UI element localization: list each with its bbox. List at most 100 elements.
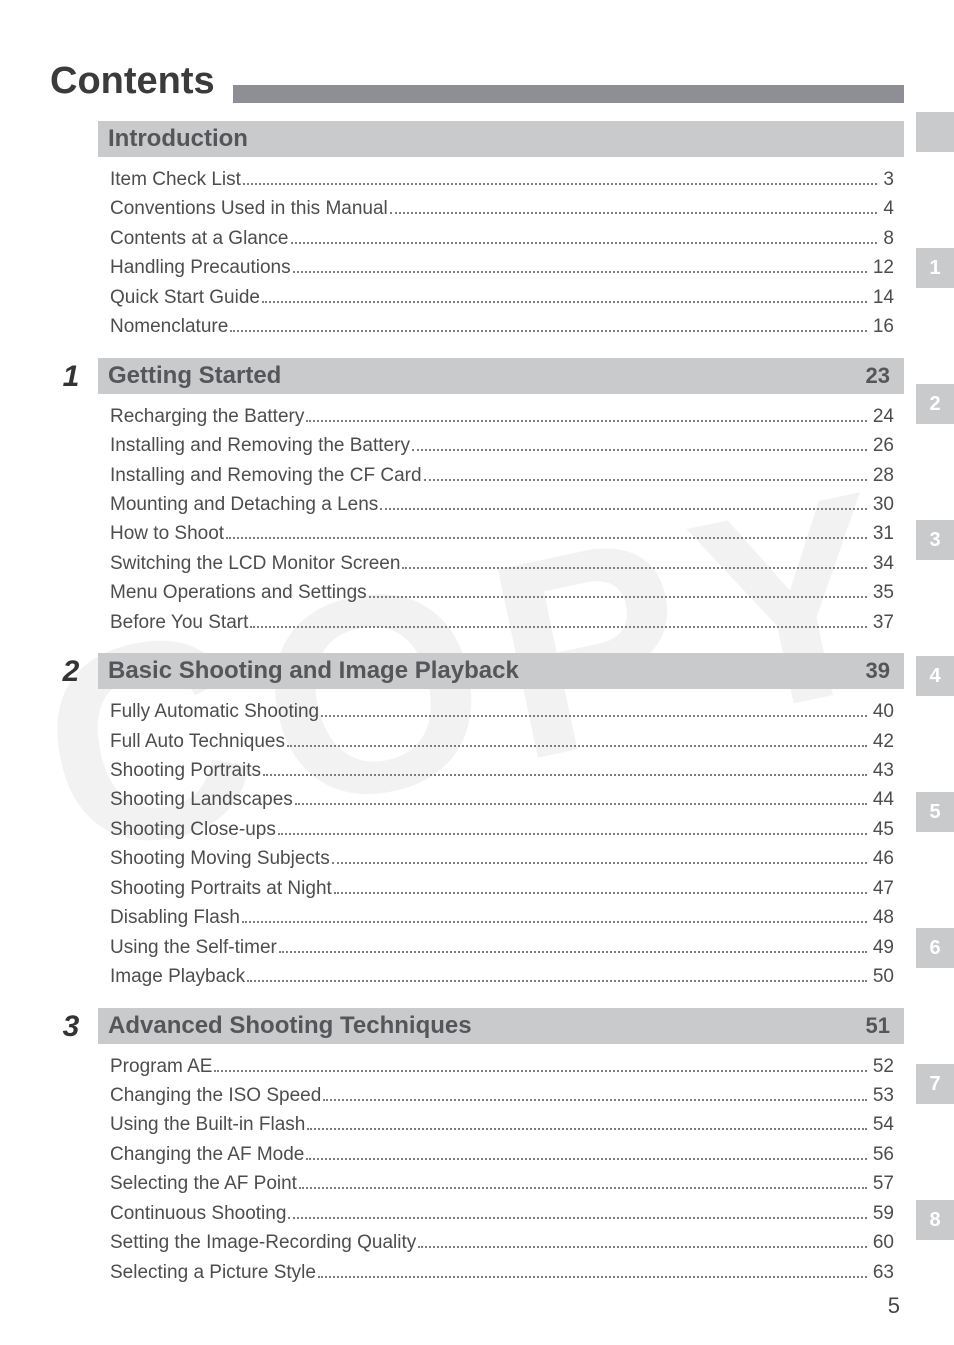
toc-entry-label: Shooting Close-ups (110, 815, 276, 844)
toc-entry[interactable]: Switching the LCD Monitor Screen 34 (110, 549, 894, 578)
toc-entry[interactable]: Shooting Close-ups 45 (110, 815, 894, 844)
section-entries: Program AE52 Changing the ISO Speed53 Us… (110, 1044, 894, 1302)
toc-entry-label: Selecting a Picture Style (110, 1258, 316, 1287)
toc-entry-label: Handling Precautions (110, 253, 291, 282)
side-tab-strip: 1 2 3 4 5 6 7 8 (916, 112, 954, 1336)
side-tab-4[interactable]: 4 (916, 656, 954, 696)
toc-entry[interactable]: Disabling Flash 48 (110, 903, 894, 932)
toc-entry[interactable]: Selecting the AF Point57 (110, 1169, 894, 1198)
toc-entry[interactable]: Shooting Landscapes44 (110, 785, 894, 814)
toc-entry-label: Image Playback (110, 962, 245, 991)
section-header-2: Basic Shooting and Image Playback 39 (98, 653, 904, 689)
toc-leader-dots (291, 227, 878, 244)
toc-leader-dots (293, 256, 867, 273)
toc-leader-dots (295, 788, 867, 805)
toc-entry[interactable]: Nomenclature16 (110, 312, 894, 341)
toc-entry-page: 30 (871, 490, 894, 519)
title-rule (233, 85, 904, 103)
toc-entry[interactable]: Image Playback50 (110, 962, 894, 991)
toc-entry-label: Disabling Flash (110, 903, 240, 932)
toc-entry[interactable]: Selecting a Picture Style 63 (110, 1258, 894, 1287)
toc-entry[interactable]: Contents at a Glance 8 (110, 224, 894, 253)
toc-section-introduction: Introduction Item Check List3 Convention… (50, 121, 904, 356)
toc-entry[interactable]: Changing the AF Mode 56 (110, 1140, 894, 1169)
toc-entry[interactable]: Continuous Shooting59 (110, 1199, 894, 1228)
toc-leader-dots (287, 729, 867, 746)
toc-entry-page: 52 (871, 1052, 894, 1081)
toc-entry-page: 54 (871, 1110, 894, 1139)
toc-entry[interactable]: Installing and Removing the CF Card 28 (110, 461, 894, 490)
toc-entry[interactable]: Using the Self-timer49 (110, 933, 894, 962)
toc-leader-dots (321, 700, 867, 717)
side-tab-7[interactable]: 7 (916, 1064, 954, 1104)
toc-entry[interactable]: Item Check List3 (110, 165, 894, 194)
toc-entry-page: 8 (881, 224, 894, 253)
toc-entry[interactable]: Full Auto Techniques42 (110, 727, 894, 756)
toc-entry-label: Recharging the Battery (110, 402, 304, 431)
side-tab-6[interactable]: 6 (916, 928, 954, 968)
toc-entry-label: Switching the LCD Monitor Screen (110, 549, 400, 578)
side-tab-3[interactable]: 3 (916, 520, 954, 560)
toc-entry[interactable]: How to Shoot31 (110, 519, 894, 548)
toc-entry[interactable]: Shooting Portraits at Night47 (110, 874, 894, 903)
toc-leader-dots (318, 1260, 867, 1277)
toc-entry-page: 48 (871, 903, 894, 932)
toc-entry-label: Mounting and Detaching a Lens (110, 490, 378, 519)
toc-section-1: 1 Getting Started 23 Recharging the Batt… (50, 358, 904, 652)
toc-leader-dots (278, 818, 867, 835)
toc-entry[interactable]: Menu Operations and Settings35 (110, 578, 894, 607)
toc-entry[interactable]: Installing and Removing the Battery26 (110, 431, 894, 460)
toc-entry-page: 63 (871, 1258, 894, 1287)
section-header-introduction: Introduction (98, 121, 904, 157)
toc-entry[interactable]: Using the Built-in Flash54 (110, 1110, 894, 1139)
toc-entry[interactable]: Fully Automatic Shooting40 (110, 697, 894, 726)
toc-entry[interactable]: Shooting Moving Subjects46 (110, 844, 894, 873)
toc-leader-dots (288, 1202, 866, 1219)
toc-entry-page: 45 (871, 815, 894, 844)
toc-entry-page: 47 (871, 874, 894, 903)
toc-entry[interactable]: Recharging the Battery24 (110, 402, 894, 431)
side-tab-1[interactable]: 1 (916, 248, 954, 288)
toc-entry-label: Full Auto Techniques (110, 727, 285, 756)
toc-entry[interactable]: Shooting Portraits43 (110, 756, 894, 785)
toc-entry-page: 35 (871, 578, 894, 607)
toc-entry[interactable]: Before You Start37 (110, 608, 894, 637)
toc-leader-dots (250, 611, 866, 628)
toc-entry-page: 34 (871, 549, 894, 578)
side-tab-8[interactable]: 8 (916, 1200, 954, 1240)
toc-entry[interactable]: Mounting and Detaching a Lens 30 (110, 490, 894, 519)
section-title: Introduction (108, 125, 248, 153)
toc-entry-label: Contents at a Glance (110, 224, 289, 253)
toc-leader-dots (247, 965, 867, 982)
side-tab-5[interactable]: 5 (916, 792, 954, 832)
toc-section-2: 2 Basic Shooting and Image Playback 39 F… (50, 653, 904, 1005)
toc-leader-dots (226, 522, 867, 539)
toc-entry[interactable]: Handling Precautions12 (110, 253, 894, 282)
toc-leader-dots (262, 286, 867, 303)
toc-entry[interactable]: Setting the Image-Recording Quality60 (110, 1228, 894, 1257)
toc-entry-label: Shooting Moving Subjects (110, 844, 330, 873)
section-number: 2 (48, 655, 94, 689)
toc-entry-page: 56 (871, 1140, 894, 1169)
toc-entry[interactable]: Conventions Used in this Manual4 (110, 194, 894, 223)
toc-entry-label: Fully Automatic Shooting (110, 697, 319, 726)
side-tab-2[interactable]: 2 (916, 384, 954, 424)
toc-entry[interactable]: Program AE52 (110, 1052, 894, 1081)
side-tab-blank[interactable] (916, 112, 954, 152)
toc-entry-page: 43 (871, 756, 894, 785)
toc-entry-label: Changing the AF Mode (110, 1140, 304, 1169)
section-start-page: 39 (866, 658, 890, 684)
toc-entry-label: Installing and Removing the CF Card (110, 461, 422, 490)
toc-entry-page: 60 (871, 1228, 894, 1257)
toc-entry-page: 28 (871, 461, 894, 490)
toc-entry-page: 4 (881, 194, 894, 223)
toc-entry[interactable]: Quick Start Guide14 (110, 283, 894, 312)
toc-entry[interactable]: Changing the ISO Speed53 (110, 1081, 894, 1110)
section-header-1: Getting Started 23 (98, 358, 904, 394)
toc-entry-label: Nomenclature (110, 312, 228, 341)
toc-leader-dots (263, 759, 867, 776)
section-entries: Recharging the Battery24 Installing and … (110, 394, 894, 652)
section-start-page: 23 (866, 363, 890, 389)
section-title: Advanced Shooting Techniques (108, 1012, 472, 1040)
toc-entry-page: 26 (871, 431, 894, 460)
